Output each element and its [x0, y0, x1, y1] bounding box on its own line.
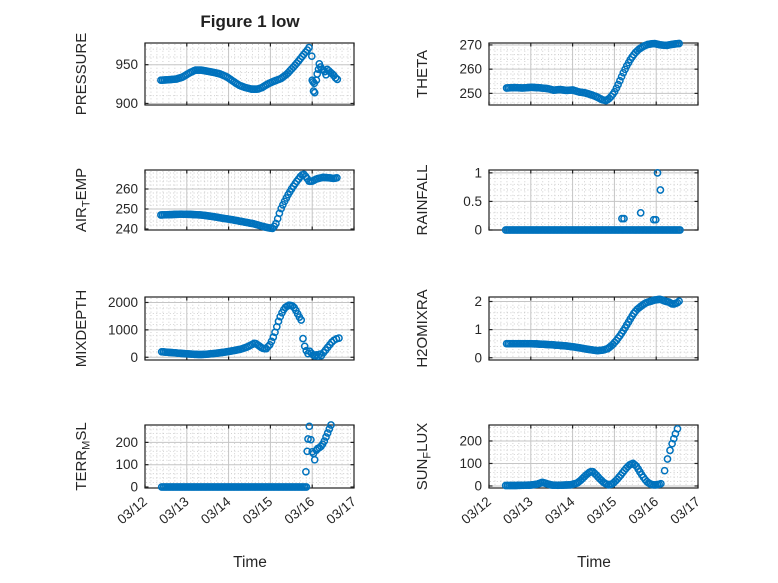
x-tick-labels: 03/12 03/13 03/14 03/15 03/16 03/17: [114, 494, 359, 528]
y-tick-label: 0.5: [463, 194, 482, 209]
axes-frame: [488, 169, 699, 231]
y-tick-label: 250: [115, 202, 138, 217]
minor-grid: [146, 426, 353, 487]
x-tick-label: 03/13: [500, 494, 536, 527]
y-tick-label: 0: [474, 350, 482, 365]
x-tick-label: 03/12: [114, 494, 150, 527]
y-tick-label: 950: [115, 57, 138, 72]
y-tick-label: 100: [115, 457, 138, 472]
y-axis-label-sun_flux: SUNFLUX: [414, 423, 434, 491]
subplot-mixdepth: 0 1000 2000 MIXDEPTH: [73, 290, 355, 368]
x-tick-label: 03/16: [626, 494, 662, 527]
y-tick-label: 200: [459, 433, 482, 448]
major-grid: [489, 170, 698, 230]
y-tick-label: 240: [115, 222, 138, 237]
x-tick-label: 03/13: [156, 494, 192, 527]
y-tick-label: 260: [459, 62, 482, 77]
y-tick-labels: 0 1 2: [474, 294, 482, 365]
data-points: [157, 43, 342, 97]
y-tick-labels: 0 1000 2000: [108, 295, 138, 365]
data-points: [501, 169, 684, 234]
data-points: [502, 39, 683, 105]
y-axis-label-terr_msl: TERRMSL: [73, 422, 93, 490]
x-axis-label-left: Time: [233, 554, 267, 571]
axes-frame: [488, 424, 699, 489]
data-points: [502, 295, 683, 355]
y-tick-labels: 00.51: [463, 165, 482, 237]
y-tick-label: 0: [474, 223, 482, 238]
data-points: [157, 421, 335, 491]
y-axis-label-h2omixra: H2OMIXRA: [414, 289, 431, 367]
axes-frame: [144, 424, 355, 489]
y-tick-label: 2000: [108, 295, 138, 310]
y-axis-label-theta: THETA: [414, 50, 431, 98]
data-points: [157, 301, 343, 361]
x-tick-label: 03/15: [240, 494, 276, 527]
major-grid: [489, 425, 698, 488]
y-tick-label: 1: [474, 322, 482, 337]
x-tick-labels: 03/12 03/13 03/14 03/15 03/16 03/17: [458, 494, 703, 528]
x-tick-label: 03/14: [542, 494, 578, 528]
y-tick-label: 200: [115, 435, 138, 450]
minor-grid: [490, 171, 697, 229]
y-axis-label-mixdepth: MIXDEPTH: [73, 290, 90, 368]
y-axis-label-rainfall: RAINFALL: [414, 165, 431, 236]
y-tick-label: 0: [130, 350, 138, 365]
axes-frame: [144, 296, 355, 361]
figure-title: Figure 1 low: [200, 12, 300, 31]
y-tick-label: 270: [459, 37, 482, 52]
x-tick-label: 03/17: [667, 494, 703, 527]
data-points: [157, 170, 341, 233]
y-tick-label: 0: [474, 478, 482, 493]
y-tick-label: 250: [459, 86, 482, 101]
y-tick-label: 0: [130, 479, 138, 494]
subplot-pressure: 900 950 PRESSURE: [73, 33, 355, 116]
x-tick-label: 03/14: [198, 494, 234, 528]
x-tick-label: 03/12: [458, 494, 494, 527]
x-tick-label: 03/15: [584, 494, 620, 527]
major-grid: [145, 170, 354, 230]
y-tick-labels: 900 950: [115, 57, 138, 111]
y-axis-label-air_temp: AIRTEMP: [73, 168, 93, 232]
y-tick-labels: 250 260 270: [459, 37, 482, 100]
axes-frame: [144, 42, 355, 106]
y-tick-label: 2: [474, 294, 482, 309]
y-tick-label: 1000: [108, 322, 138, 337]
x-axis-label-right: Time: [577, 554, 611, 571]
x-tick-label: 03/17: [323, 494, 359, 527]
data-points: [501, 424, 682, 490]
y-tick-label: 260: [115, 182, 138, 197]
y-tick-labels: 0 100 200: [459, 433, 482, 493]
x-tick-label: 03/16: [282, 494, 318, 527]
y-tick-label: 1: [474, 165, 482, 180]
y-tick-label: 100: [459, 456, 482, 471]
axes-frame: [488, 42, 699, 106]
y-tick-label: 900: [115, 96, 138, 111]
y-axis-label-pressure: PRESSURE: [73, 33, 90, 116]
subplot-theta: 250 260 270 THETA: [414, 37, 699, 106]
y-tick-labels: 0 100 200: [115, 435, 138, 495]
major-grid: [145, 425, 354, 488]
subplot-air_temp: 240 250 260 AIRTEMP: [73, 168, 355, 237]
y-tick-labels: 240 250 260: [115, 182, 138, 237]
subplot-h2omixra: 0 1 2 H2OMIXRA: [414, 289, 699, 368]
